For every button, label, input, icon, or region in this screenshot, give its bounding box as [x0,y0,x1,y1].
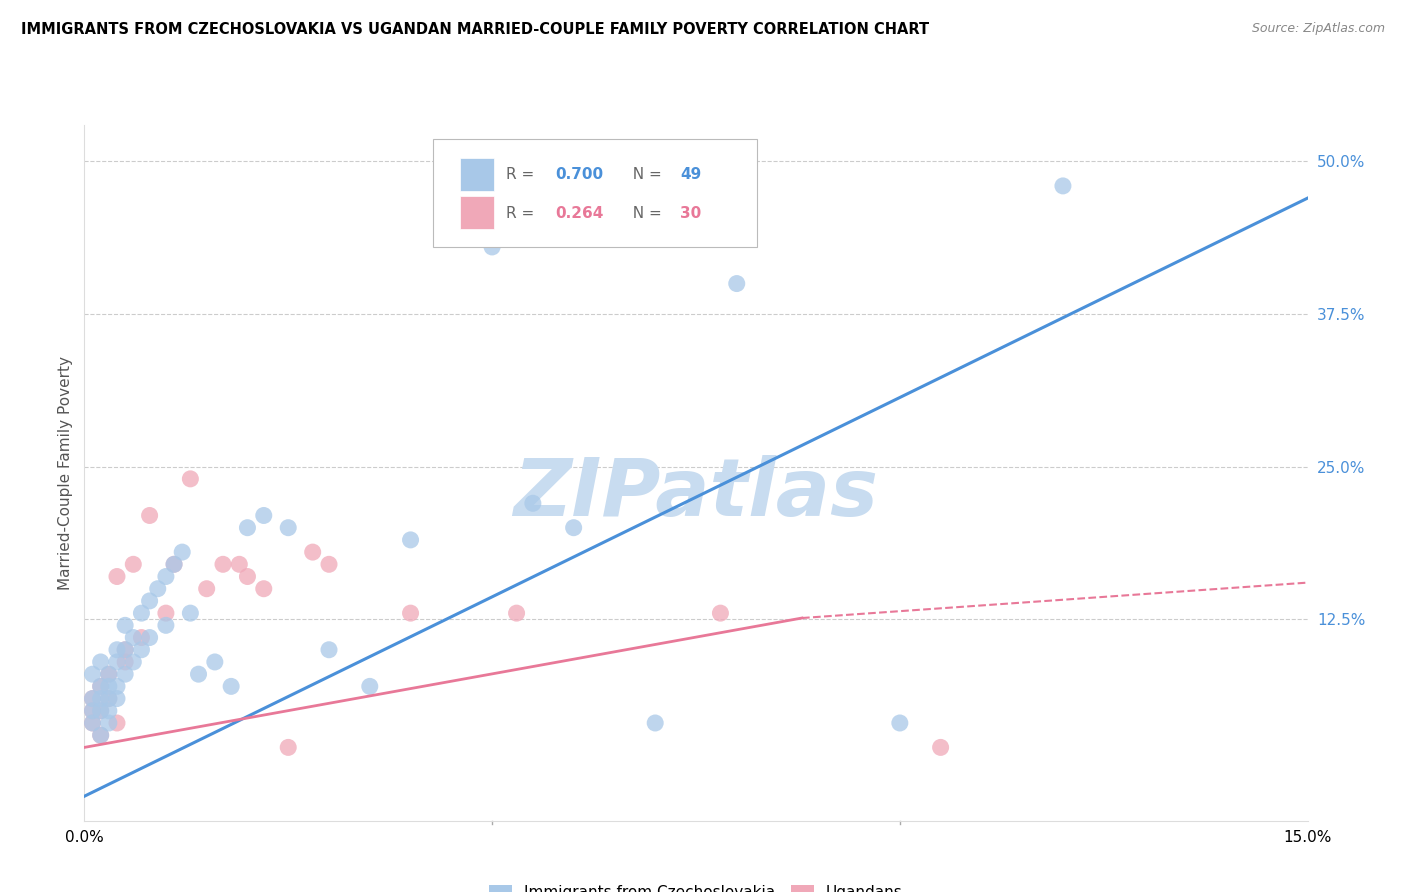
Point [97,716,120,731]
Point [82,704,104,718]
Point [399,533,422,547]
Point [114,642,136,657]
Point [277,740,299,755]
Text: 0.264: 0.264 [555,206,603,220]
Point [236,569,259,583]
Point [187,667,209,681]
Point [90,704,112,718]
Y-axis label: Married-Couple Family Poverty: Married-Couple Family Poverty [58,356,73,590]
Point [179,472,201,486]
Point [212,558,235,572]
Point [114,655,136,669]
Point [253,508,276,523]
Text: R =: R = [506,167,540,182]
Point [481,240,503,254]
Point [163,558,186,572]
Point [114,667,136,681]
Point [131,642,153,657]
Point [90,728,112,742]
Point [889,716,911,731]
Point [179,606,201,620]
Point [122,558,145,572]
Bar [460,158,494,191]
Text: Source: ZipAtlas.com: Source: ZipAtlas.com [1251,22,1385,36]
Point [131,631,153,645]
Point [163,558,186,572]
Text: N =: N = [623,206,666,220]
Point [277,521,299,535]
Point [155,569,177,583]
Point [1052,178,1074,193]
Legend: Immigrants from Czechoslovakia, Ugandans: Immigrants from Czechoslovakia, Ugandans [482,877,910,892]
Point [399,606,422,620]
Text: 49: 49 [681,167,702,182]
Point [253,582,276,596]
Point [562,521,585,535]
Point [204,655,226,669]
Point [301,545,323,559]
Point [97,679,120,693]
Point [105,655,128,669]
Point [82,691,104,706]
Point [97,667,120,681]
Point [228,558,250,572]
Point [644,716,666,731]
Point [82,716,104,731]
Point [138,631,160,645]
Point [90,691,112,706]
Text: 0.700: 0.700 [555,167,603,182]
Point [138,508,160,523]
Point [725,277,748,291]
Point [195,582,218,596]
Point [359,679,381,693]
Point [709,606,731,620]
Point [90,679,112,693]
Point [105,691,128,706]
FancyBboxPatch shape [433,139,758,247]
Text: IMMIGRANTS FROM CZECHOSLOVAKIA VS UGANDAN MARRIED-COUPLE FAMILY POVERTY CORRELAT: IMMIGRANTS FROM CZECHOSLOVAKIA VS UGANDA… [21,22,929,37]
Text: ZIPatlas: ZIPatlas [513,455,879,533]
Point [82,667,104,681]
Point [105,569,128,583]
Point [90,704,112,718]
Point [522,496,544,510]
Point [90,655,112,669]
Point [97,691,120,706]
Point [97,667,120,681]
Bar [460,196,494,229]
Point [114,618,136,632]
Point [122,631,145,645]
Point [318,642,340,657]
Text: 30: 30 [681,206,702,220]
Point [122,655,145,669]
Point [82,704,104,718]
Point [236,521,259,535]
Point [105,679,128,693]
Point [90,679,112,693]
Point [146,582,169,596]
Point [172,545,194,559]
Point [131,606,153,620]
Point [929,740,952,755]
Point [97,691,120,706]
Point [105,642,128,657]
Point [219,679,242,693]
Point [155,606,177,620]
Point [505,606,527,620]
Point [97,704,120,718]
Point [318,558,340,572]
Point [105,716,128,731]
Point [82,716,104,731]
Point [155,618,177,632]
Point [138,594,160,608]
Point [114,642,136,657]
Text: R =: R = [506,206,540,220]
Point [90,728,112,742]
Point [82,691,104,706]
Text: N =: N = [623,167,666,182]
